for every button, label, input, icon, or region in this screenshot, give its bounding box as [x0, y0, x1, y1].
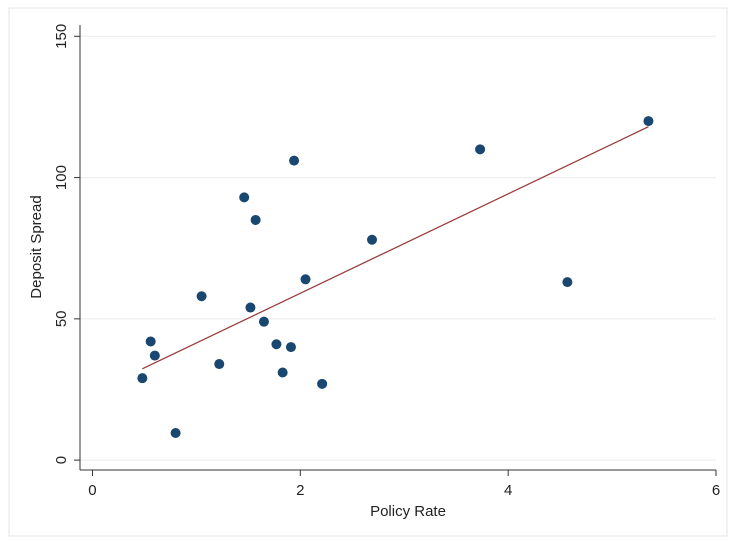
point — [250, 214, 261, 225]
point — [367, 234, 378, 245]
x-tick-label: 4 — [504, 482, 512, 499]
point — [289, 155, 300, 166]
x-tick-label: 6 — [712, 482, 720, 499]
point — [145, 336, 156, 347]
point — [137, 373, 148, 384]
point — [475, 144, 486, 155]
point — [170, 427, 181, 438]
x-tick-label: 2 — [296, 482, 304, 499]
point — [562, 277, 573, 288]
y-tick-label: 0 — [53, 456, 70, 464]
y-tick-label: 150 — [53, 24, 70, 49]
point — [300, 274, 311, 285]
point — [643, 116, 654, 127]
y-tick-label: 50 — [53, 310, 70, 327]
point — [239, 192, 250, 203]
point — [277, 367, 288, 378]
point — [317, 378, 328, 389]
x-tick-label: 0 — [88, 482, 96, 499]
chart-frame — [8, 7, 728, 537]
x-axis-title: Policy Rate — [370, 503, 446, 520]
point — [258, 316, 269, 327]
point — [271, 339, 282, 350]
y-tick-label: 100 — [53, 165, 70, 190]
point — [245, 302, 256, 313]
point — [196, 291, 207, 302]
point — [214, 359, 225, 370]
fit-line — [142, 126, 649, 370]
point — [285, 342, 296, 353]
point — [149, 350, 160, 361]
y-axis-title: Deposit Spread — [28, 195, 45, 298]
